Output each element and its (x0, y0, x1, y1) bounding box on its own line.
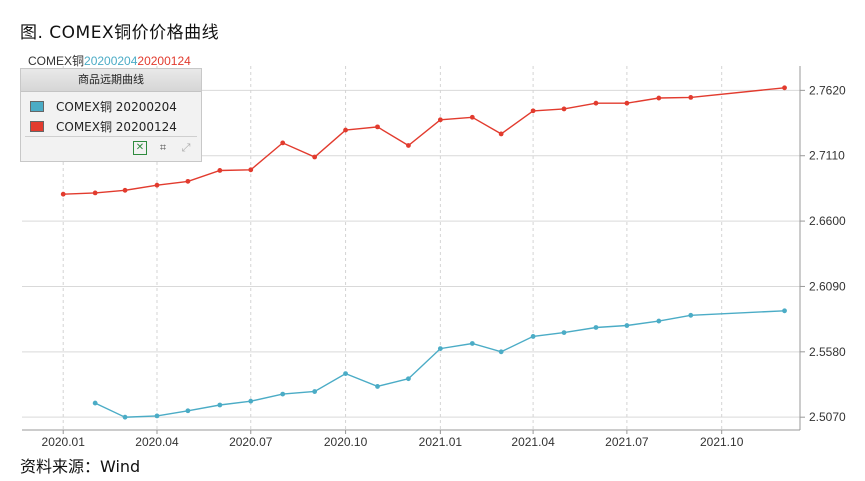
legend-divider (25, 136, 197, 137)
series-1-point (530, 334, 536, 339)
series-2-point (782, 85, 787, 91)
series-2-point (498, 131, 504, 137)
series-header: COMEX铜2020020420200124 (28, 52, 191, 69)
x-tick-label: 2020.10 (324, 435, 368, 449)
legend-list: COMEX铜 20200204 COMEX铜 20200124 (21, 92, 201, 137)
series-2-point (530, 108, 536, 114)
series-header-date2: 20200124 (137, 54, 191, 68)
series-1-point (406, 376, 411, 382)
y-tick-label: 2.7110 (809, 149, 845, 163)
x-tick-label: 2020.07 (229, 435, 273, 449)
series-header-date1: 20200204 (84, 54, 138, 68)
series-2-point (469, 114, 475, 120)
series-1-point (498, 349, 504, 355)
axes (22, 66, 805, 434)
legend-toolbar: ✕ ⌗ ⤢ (133, 141, 193, 157)
x-tick-label: 2021.10 (700, 435, 744, 449)
x-tick-label: 2020.04 (135, 435, 179, 449)
series-2-point (280, 140, 286, 146)
x-tick-label: 2021.07 (605, 435, 649, 449)
series-1-point (217, 402, 223, 408)
crop-icon[interactable]: ⌗ (159, 141, 167, 154)
series-1-point (593, 325, 599, 330)
series-1-point (343, 371, 348, 377)
series-1-point (185, 408, 191, 414)
series-2-point (154, 182, 160, 188)
series-line-2 (63, 87, 785, 195)
series-2-point (248, 167, 254, 173)
series-1-point (688, 312, 694, 318)
series-2-point (185, 178, 191, 184)
legend-label-series-2: COMEX铜 20200124 (56, 120, 177, 134)
series-2-point (561, 106, 567, 112)
legend-label-series-1: COMEX铜 20200204 (56, 100, 177, 114)
y-tick-label: 2.7620 (809, 83, 846, 97)
series-2-point (217, 168, 223, 173)
legend-panel[interactable]: 商品远期曲线 COMEX铜 20200204 COMEX铜 20200124 ✕… (20, 68, 202, 162)
series-line-1 (94, 310, 785, 418)
series-2-point (343, 127, 348, 133)
series-1-point (561, 330, 567, 335)
legend-swatch-series-2 (30, 121, 44, 132)
series-2-point (375, 124, 380, 130)
series-header-prefix: COMEX铜 (28, 54, 85, 68)
legend-title: 商品远期曲线 (21, 69, 201, 92)
series-2-point (312, 154, 318, 160)
series-1-point (92, 400, 98, 406)
series-2-point (437, 117, 443, 123)
legend-item-series-2[interactable]: COMEX铜 20200124 (21, 117, 201, 137)
series-2-point (406, 143, 411, 148)
figure-title: 图. COMEX铜价价格曲线 (20, 23, 220, 43)
y-tick-label: 2.5070 (809, 410, 846, 424)
series-1-point (375, 384, 380, 389)
x-tick-label: 2020.01 (42, 435, 86, 449)
y-tick-label: 2.6090 (809, 279, 846, 293)
series-1-point (248, 398, 254, 404)
series-1-point (624, 323, 630, 328)
series-1-point (280, 391, 286, 397)
series-lines (60, 85, 787, 420)
series-1-point (469, 341, 475, 346)
legend-item-series-1[interactable]: COMEX铜 20200204 (21, 97, 201, 117)
tick-labels: 2.5070 2.5580 2.6090 2.6600 2.7110 2.7620 2020… (42, 83, 847, 449)
series-2-point (60, 191, 66, 197)
excel-icon[interactable]: ✕ (133, 141, 147, 155)
series-1-point (782, 308, 787, 314)
expand-icon[interactable]: ⤢ (181, 141, 191, 154)
series-2-point (593, 100, 599, 106)
series-2-point (688, 95, 694, 100)
series-1-point (656, 318, 662, 324)
series-2-point (122, 187, 128, 193)
series-2-point (92, 190, 98, 196)
y-tick-label: 2.5580 (809, 345, 846, 359)
x-tick-label: 2021.01 (419, 435, 463, 449)
series-2-point (624, 100, 630, 106)
series-2-point (656, 95, 662, 101)
y-tick-label: 2.6600 (809, 214, 846, 228)
series-1-point (437, 346, 443, 352)
series-1-point (122, 414, 128, 420)
series-1-point (312, 389, 318, 394)
x-tick-label: 2021.04 (511, 435, 555, 449)
legend-swatch-series-1 (30, 101, 44, 112)
source-note: 资料来源：Wind (20, 457, 141, 476)
series-1-point (154, 413, 160, 419)
